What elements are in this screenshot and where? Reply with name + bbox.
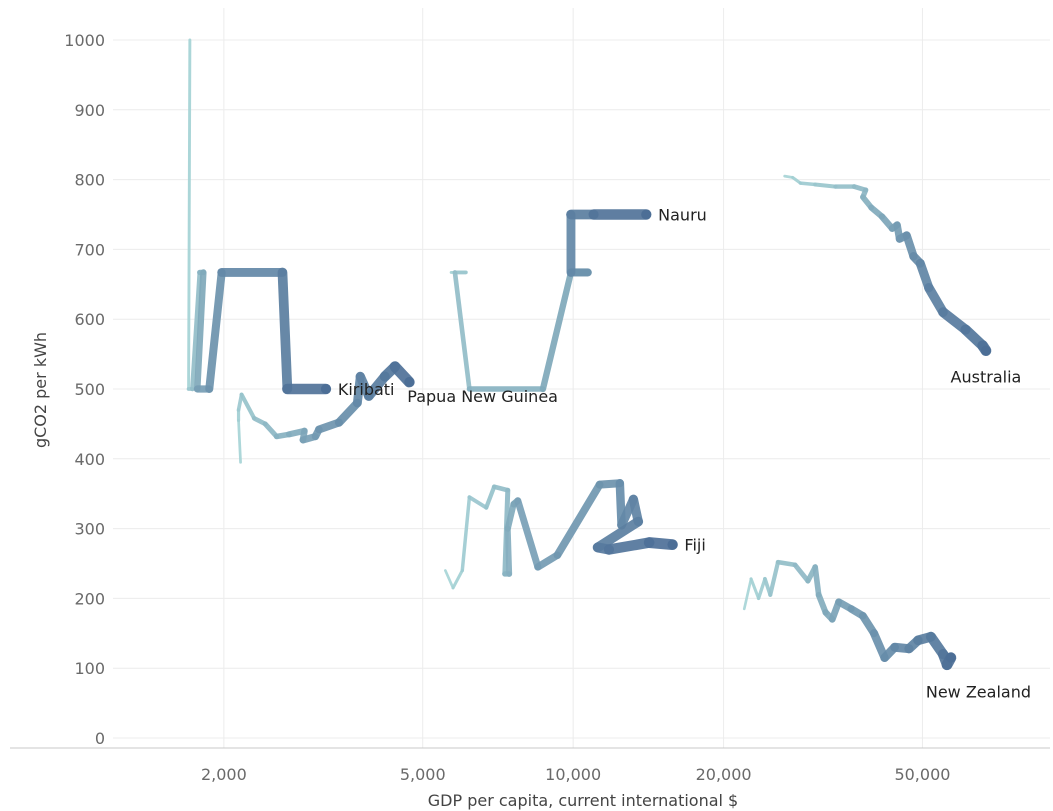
country-label: Papua New Guinea (407, 387, 558, 406)
trail-segment (812, 564, 822, 598)
trail-segment (603, 537, 655, 555)
y-tick-label: 700 (74, 240, 105, 259)
series-kiribati (186, 38, 332, 395)
series-papua-new-guinea (236, 361, 415, 464)
trail-segment (277, 267, 293, 394)
trail-segment (756, 577, 767, 601)
x-tick-label: 5,000 (400, 765, 446, 784)
y-gridlines (113, 39, 1050, 739)
trail-segment (813, 182, 838, 189)
y-tick-label: 400 (74, 450, 105, 469)
country-labels: Kiribati Papua New Guinea Nauru Fiji Austral… (338, 206, 1031, 702)
x-tick-label: 20,000 (696, 765, 752, 784)
x-tick-label: 2,000 (201, 765, 247, 784)
y-tick-label: 300 (74, 520, 105, 539)
country-label: Australia (951, 368, 1022, 387)
series-layer (186, 38, 992, 671)
y-axis-title: gCO2 per kWh (31, 332, 50, 448)
x-tick-label: 50,000 (894, 765, 950, 784)
series-end-marker (641, 209, 652, 220)
y-tick-label: 100 (74, 659, 105, 678)
y-tick-label: 0 (95, 729, 105, 748)
trail-segment (792, 562, 811, 584)
trail-segment (775, 559, 798, 568)
series-fiji (444, 478, 678, 590)
trail-segment (262, 421, 280, 440)
trail-segment (504, 501, 517, 532)
country-label: Nauru (658, 206, 707, 225)
trail-segment (334, 398, 362, 427)
trail-segment (190, 270, 203, 392)
series-end-marker (945, 652, 956, 663)
series-australia (783, 174, 992, 357)
trail-segment (798, 181, 817, 187)
trail-segment (742, 577, 753, 611)
trail-segment (444, 569, 455, 590)
y-tick-labels: 0 100 200 300 400 500 600 700 800 900 1000 (64, 31, 105, 748)
trail-segment (504, 525, 513, 577)
trail-segment (553, 480, 604, 559)
y-tick-label: 1000 (64, 31, 105, 50)
y-tick-label: 200 (74, 589, 105, 608)
trail-segment (514, 497, 542, 571)
country-label: New Zealand (926, 683, 1031, 702)
x-axis-title: GDP per capita, current international $ (428, 791, 738, 810)
x-tick-label: 10,000 (545, 765, 601, 784)
y-tick-label: 900 (74, 101, 105, 120)
country-label: Kiribati (338, 380, 395, 399)
y-tick-label: 500 (74, 380, 105, 399)
trail-segment (187, 38, 192, 391)
series-new-zealand (742, 559, 957, 671)
trail-segment (484, 484, 497, 510)
y-tick-label: 800 (74, 171, 105, 190)
series-end-marker (667, 539, 678, 550)
trail-segment (239, 392, 257, 421)
trail-segment (592, 516, 644, 553)
trail-segment (451, 568, 464, 590)
trail-segment (237, 419, 242, 464)
trail-segment (467, 495, 489, 510)
x-tick-labels: 2,000 5,000 10,000 20,000 50,000 (201, 765, 950, 784)
trail-segment (768, 560, 781, 597)
trail-segment (539, 269, 575, 393)
series-end-marker (404, 377, 415, 388)
trail-segment (749, 577, 761, 600)
country-label: Fiji (684, 536, 705, 555)
trail-segment (460, 495, 472, 573)
trail-segment (194, 269, 207, 393)
series-end-marker (980, 345, 991, 356)
series-nauru (449, 209, 652, 393)
trail-segment (205, 268, 226, 394)
series-end-marker (320, 384, 331, 394)
trail-segment (452, 270, 472, 392)
y-tick-label: 600 (74, 310, 105, 329)
x-gridlines (223, 8, 923, 748)
